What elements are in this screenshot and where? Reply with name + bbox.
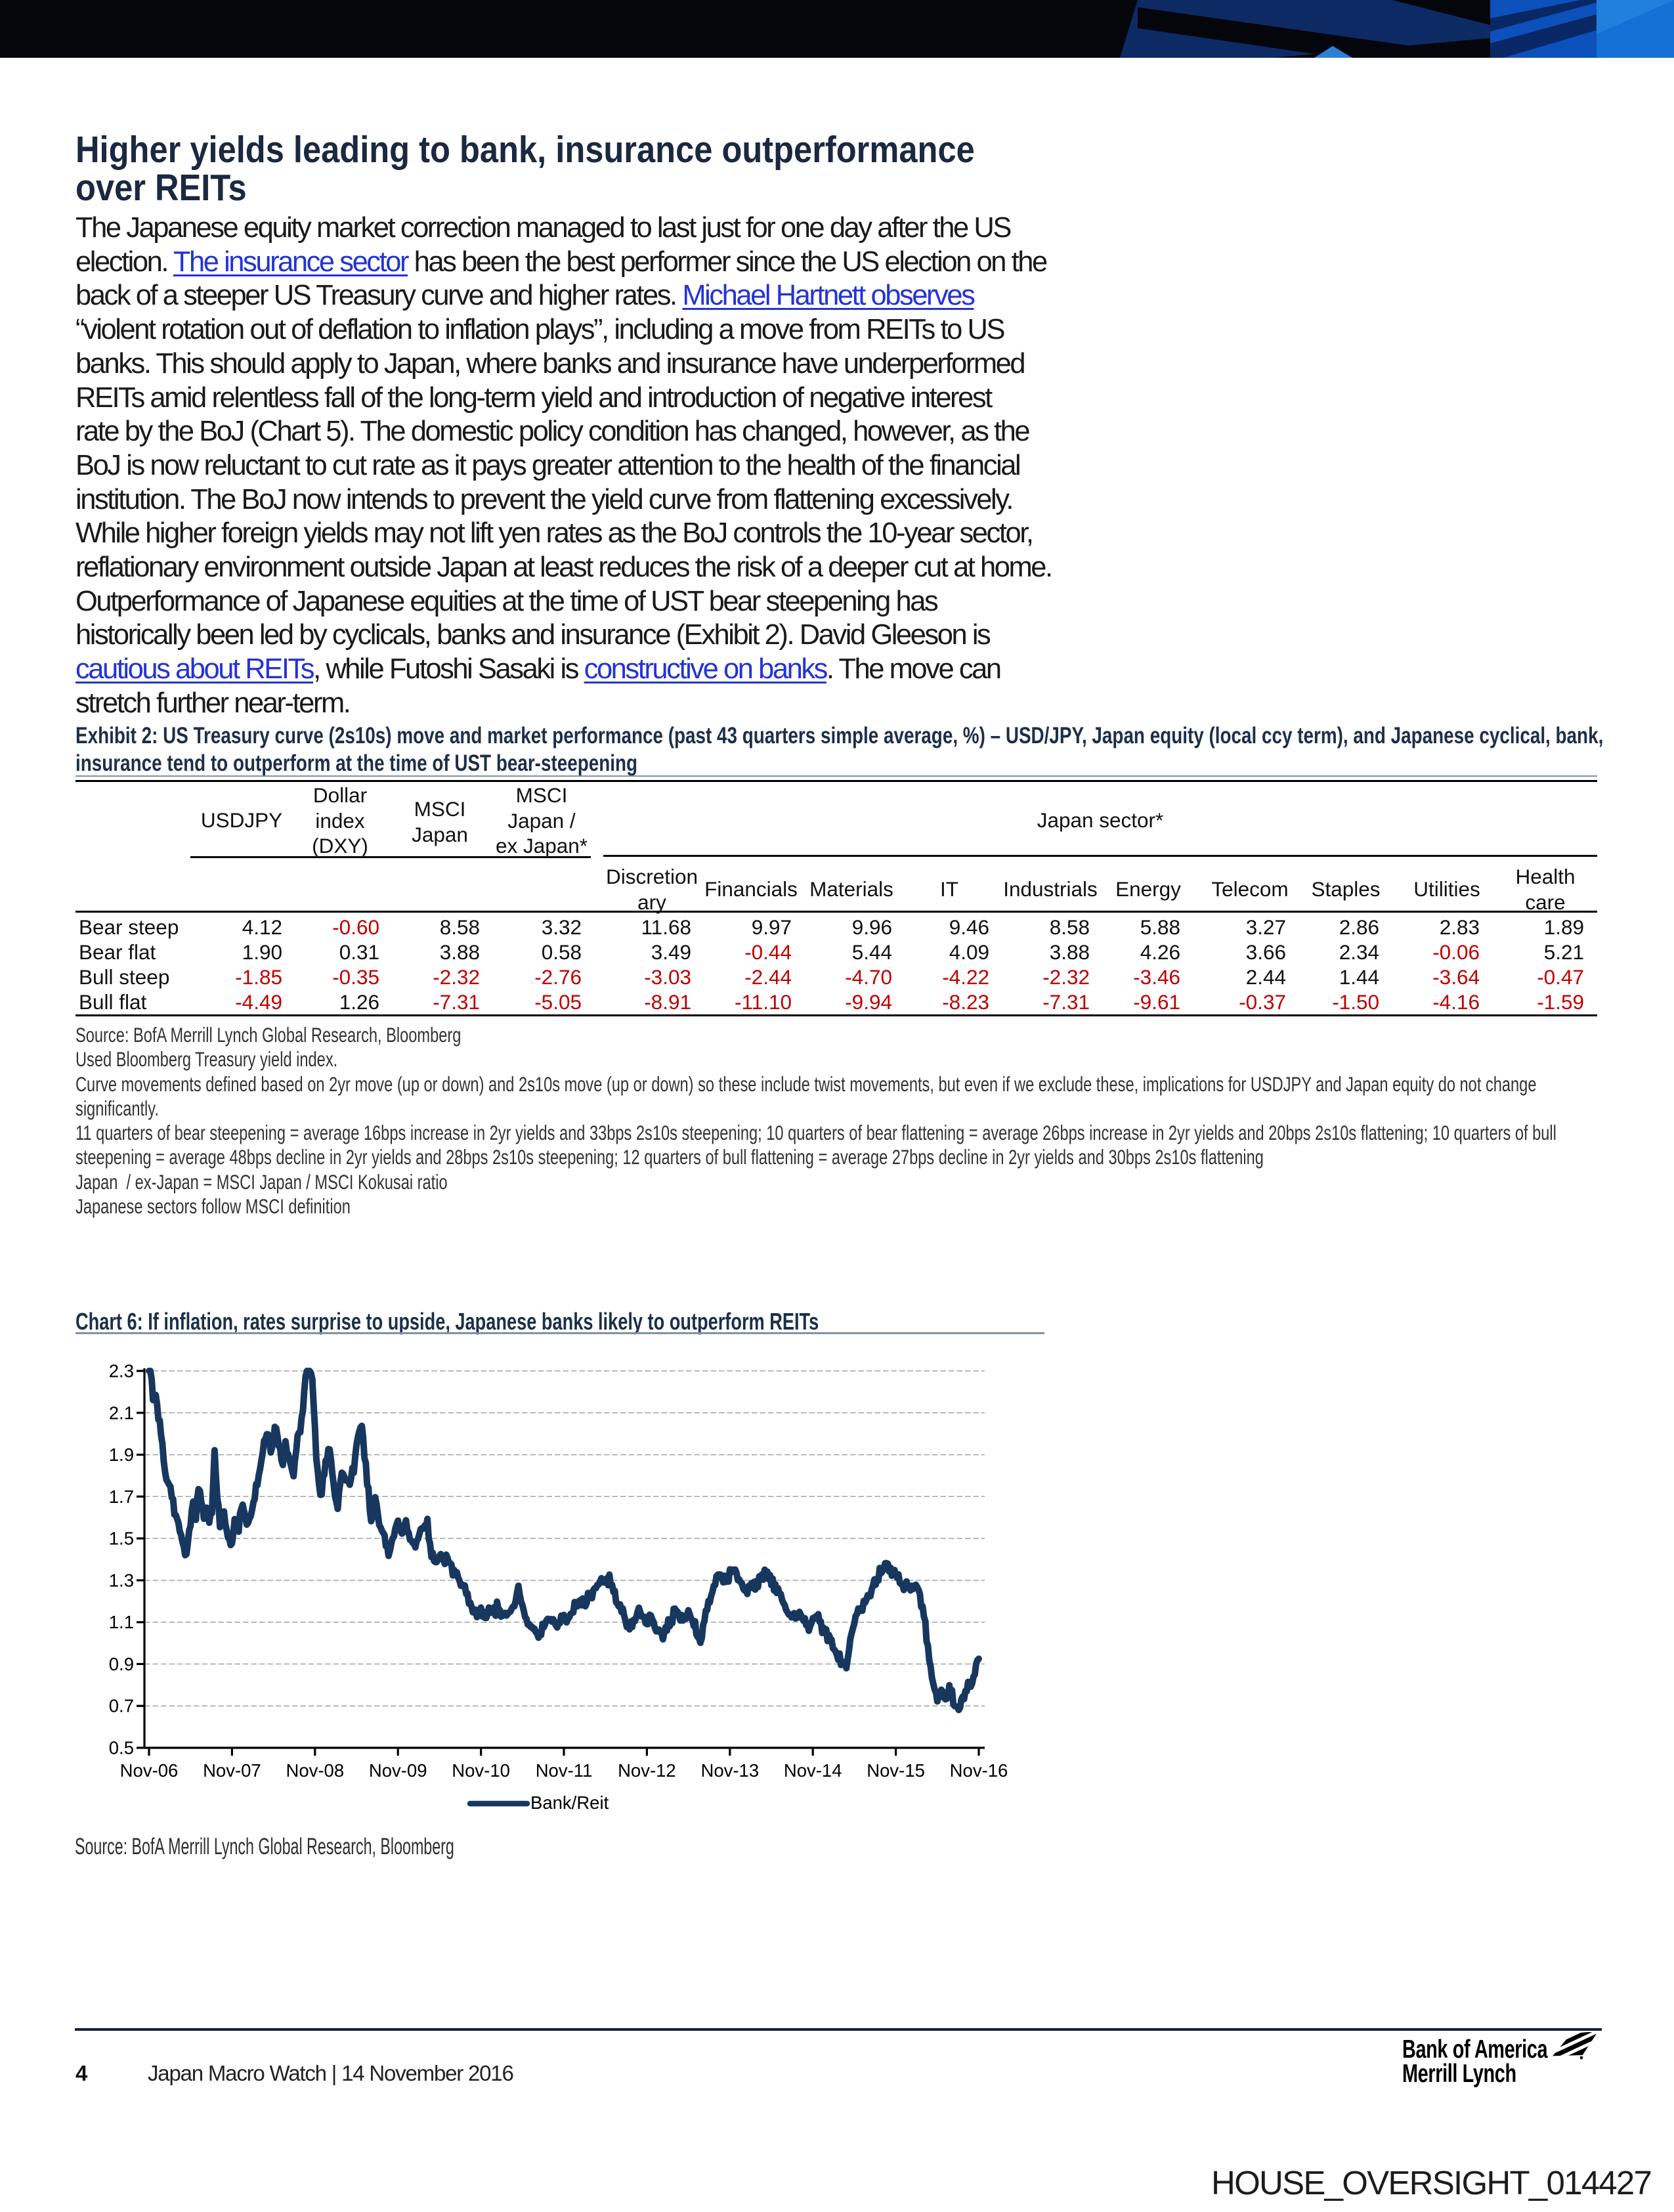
svg-text:Nov-07: Nov-07 (203, 1760, 261, 1781)
svg-text:0.7: 0.7 (109, 1696, 134, 1716)
svg-text:1.5: 1.5 (109, 1529, 134, 1549)
svg-text:Bank/Reit: Bank/Reit (530, 1792, 609, 1813)
svg-text:Nov-13: Nov-13 (700, 1760, 759, 1781)
svg-text:2.3: 2.3 (109, 1361, 134, 1381)
svg-text:Nov-11: Nov-11 (536, 1760, 593, 1781)
svg-text:2.1: 2.1 (109, 1402, 134, 1423)
svg-text:Nov-09: Nov-09 (369, 1760, 427, 1781)
svg-text:Nov-12: Nov-12 (618, 1760, 676, 1781)
svg-text:Nov-06: Nov-06 (120, 1760, 179, 1781)
svg-text:1.9: 1.9 (109, 1444, 134, 1465)
svg-text:0.9: 0.9 (109, 1654, 134, 1674)
svg-text:Nov-10: Nov-10 (452, 1760, 510, 1781)
svg-text:1.7: 1.7 (109, 1486, 134, 1507)
svg-text:Nov-16: Nov-16 (950, 1760, 1008, 1781)
svg-text:Nov-08: Nov-08 (286, 1760, 344, 1781)
svg-text:1.1: 1.1 (109, 1612, 134, 1632)
svg-text:Nov-15: Nov-15 (867, 1760, 925, 1781)
svg-text:0.5: 0.5 (109, 1738, 134, 1758)
svg-text:Nov-14: Nov-14 (784, 1760, 842, 1781)
svg-text:1.3: 1.3 (109, 1570, 134, 1590)
